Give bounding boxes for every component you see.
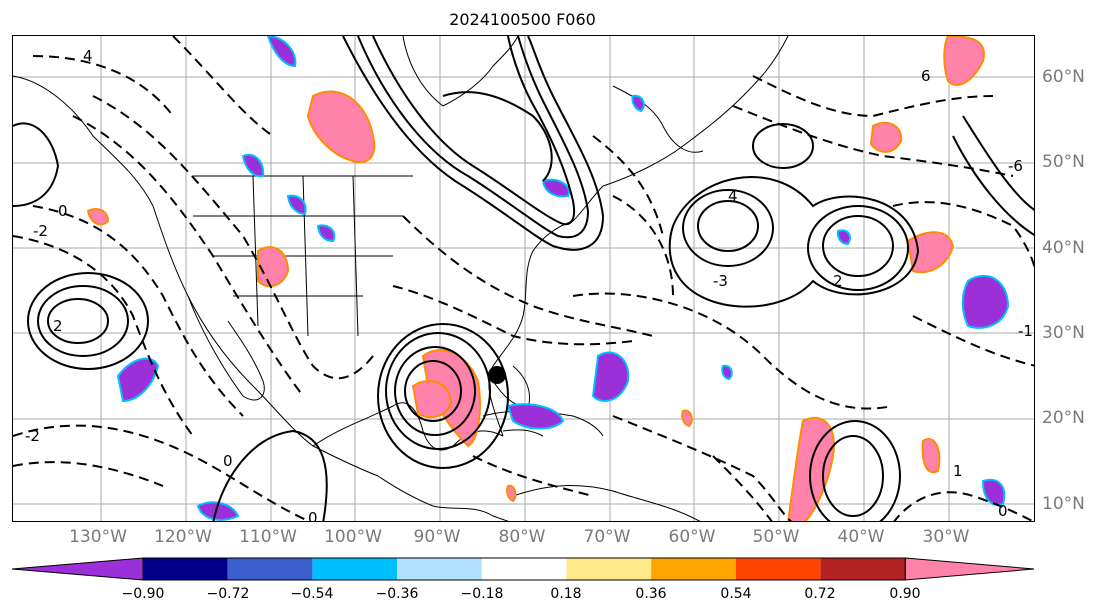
lat-label: 40°N	[1042, 238, 1085, 258]
colorbar-segment	[143, 558, 228, 580]
lon-label: 100°W	[324, 527, 382, 547]
colorbar	[12, 557, 1035, 581]
contour-label: 4	[83, 47, 93, 65]
contour-label: 0	[308, 509, 318, 522]
lon-label: 130°W	[69, 527, 127, 547]
contour-labels: 4 2 0 -2 -2 0 0 6 -6 -3 -1 1 0 4 2	[25, 47, 1033, 522]
solid-contours	[13, 36, 1034, 521]
lon-label: 80°W	[498, 527, 546, 547]
contour-label: 0	[223, 452, 233, 470]
colorbar-tick-label: −0.36	[375, 586, 419, 602]
contour-label: -1	[1018, 322, 1033, 340]
colorbar-tick-label: 0.18	[550, 586, 582, 602]
contour-label: 0	[58, 202, 68, 220]
lon-label: 120°W	[154, 527, 212, 547]
lat-label: 10°N	[1042, 494, 1085, 514]
colorbar-tick-label: 0.90	[889, 586, 921, 602]
contour-label: 2	[53, 317, 63, 335]
colorbar-tick-label: −0.54	[290, 586, 334, 602]
colorbar-tick-label: 0.72	[804, 586, 836, 602]
lat-label: 20°N	[1042, 408, 1085, 428]
colorbar-extend-high	[904, 557, 1035, 581]
map-title: 2024100500 F060	[449, 10, 596, 29]
colorbar-segment	[566, 558, 652, 580]
contour-label: -6	[1008, 157, 1023, 175]
colorbar-tick-label: 0.54	[720, 586, 752, 602]
contour-label: 2	[833, 272, 843, 290]
colorbar-tick-label: −0.18	[460, 586, 504, 602]
lon-label: 110°W	[239, 527, 297, 547]
contour-label: -2	[25, 427, 40, 445]
colorbar-extend-low	[12, 557, 144, 581]
lat-label: 50°N	[1042, 152, 1085, 172]
lat-label: 60°N	[1042, 67, 1085, 87]
map-panel: 4 2 0 -2 -2 0 0 6 -6 -3 -1 1 0 4 2	[12, 35, 1035, 522]
storm-center-marker	[488, 366, 506, 384]
contour-label: 6	[921, 67, 931, 85]
contour-label: -3	[713, 272, 728, 290]
lon-label: 60°W	[668, 527, 716, 547]
lon-label: 30°W	[922, 527, 970, 547]
lon-label: 90°W	[413, 527, 461, 547]
contour-label: 1	[953, 462, 963, 480]
colorbar-segment	[481, 558, 567, 580]
contour-label: -2	[33, 222, 48, 240]
shaded-regions	[86, 36, 1010, 521]
colorbar-segment	[312, 558, 398, 580]
colorbar-segment	[820, 558, 906, 580]
colorbar-segment	[397, 558, 482, 580]
lon-label: 40°W	[837, 527, 885, 547]
contour-label: 0	[998, 502, 1008, 520]
colorbar-segment	[735, 558, 821, 580]
colorbar-segment	[227, 558, 313, 580]
lon-label: 70°W	[583, 527, 631, 547]
colorbar-outline	[142, 557, 906, 581]
dashed-contours	[13, 36, 1034, 521]
colorbar-tick-label: −0.90	[121, 586, 165, 602]
lat-label: 30°N	[1042, 323, 1085, 343]
map-canvas: 4 2 0 -2 -2 0 0 6 -6 -3 -1 1 0 4 2	[13, 36, 1034, 522]
colorbar-segment	[651, 558, 736, 580]
colorbar-tick-label: 0.36	[635, 586, 667, 602]
colorbar-segments	[12, 557, 1035, 581]
lon-label: 50°W	[752, 527, 800, 547]
contour-label: 4	[728, 187, 738, 205]
colorbar-tick-label: −0.72	[206, 586, 250, 602]
